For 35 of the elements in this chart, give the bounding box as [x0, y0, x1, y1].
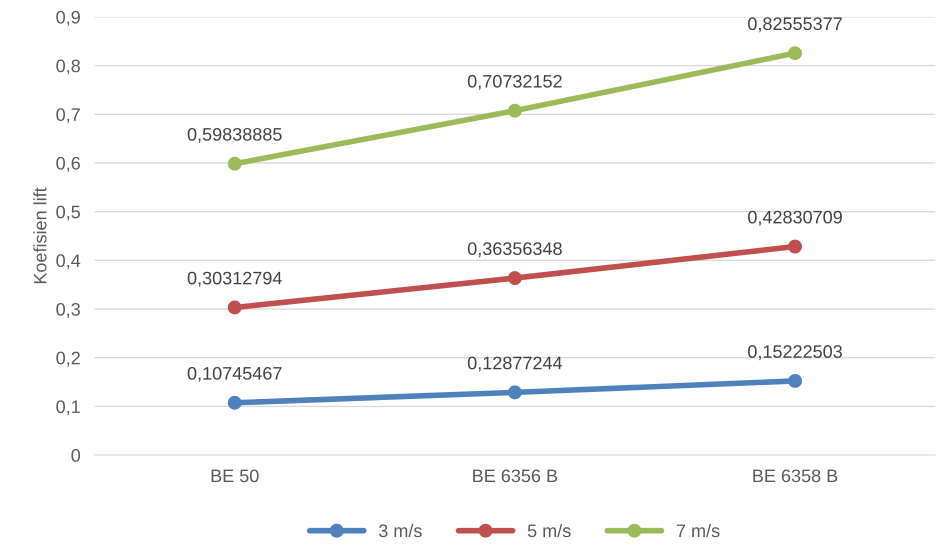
data-label: 0,10745467	[188, 366, 282, 382]
data-label: 0,70732152	[468, 74, 562, 90]
y-tick-label: 0,7	[56, 108, 80, 124]
y-tick-label: 0,4	[56, 254, 80, 270]
y-tick-label: 0,6	[56, 156, 80, 172]
point	[508, 385, 522, 400]
point	[788, 240, 802, 254]
point	[788, 374, 802, 388]
legend-label: 3 m/s	[378, 524, 422, 538]
data-label: 0,36356348	[468, 242, 562, 258]
x-tick-label: BE 6356 B	[473, 469, 558, 482]
data-label: 0,15222503	[748, 345, 842, 360]
y-tick-label: 0,2	[56, 352, 80, 367]
data-label: 0,30312794	[188, 272, 282, 287]
x-tick-label: BE 50	[212, 469, 259, 482]
x-tick-label: BE 6358 B	[753, 469, 838, 482]
legend-label: 5 m/s	[528, 524, 571, 538]
y-tick-label: 0,1	[56, 400, 80, 416]
point	[508, 271, 522, 286]
point	[228, 300, 242, 314]
y-axis-title: Koefisien lift	[33, 187, 47, 284]
y-tick-label: 0	[71, 449, 80, 462]
data-label: 0,82555377	[748, 17, 842, 32]
data-label: 0,12877244	[468, 356, 562, 372]
y-tick-label: 0,3	[56, 302, 80, 318]
data-label: 0,59838885	[188, 128, 282, 143]
point	[228, 156, 242, 171]
point	[508, 104, 522, 118]
legend-label: 7 m/s	[676, 524, 720, 538]
y-tick-label: 0,8	[56, 60, 80, 74]
data-label: 0,42830709	[748, 210, 842, 226]
point	[788, 46, 802, 60]
point	[228, 396, 242, 410]
y-tick-label: 0,9	[56, 10, 80, 26]
y-tick-label: 0,5	[56, 206, 80, 220]
